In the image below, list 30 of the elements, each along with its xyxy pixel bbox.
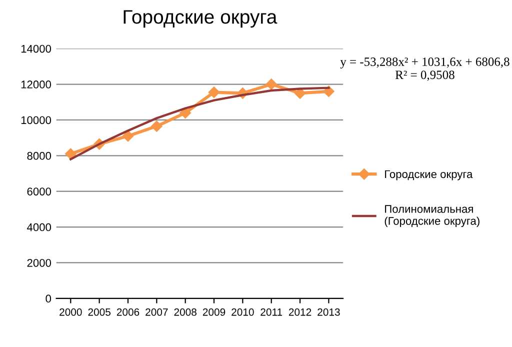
annotation: y = -53,288x² + 1031,6x + 6806,8 — [340, 58, 510, 69]
x-tick-label: 2006 — [116, 308, 140, 316]
x-tick-label: 2012 — [288, 308, 312, 316]
y-tick-label: 4000 — [27, 223, 52, 232]
point — [266, 78, 277, 90]
x-tick-label: 2010 — [232, 308, 254, 316]
x-tick-label: 2009 — [202, 308, 226, 316]
y-tick-label: 0 — [46, 294, 52, 303]
x-tick-label: 2005 — [88, 308, 110, 316]
legend-label: Полиномиальная (Городские округа) — [384, 205, 480, 228]
x-tick-label: 2007 — [146, 308, 168, 316]
legend-label: Городские округа — [385, 170, 473, 180]
point — [294, 88, 306, 99]
point — [151, 120, 162, 132]
x-tick-label: 2000 — [60, 308, 82, 316]
text: R² = 0,9508 — [395, 70, 454, 81]
point — [208, 86, 220, 98]
y-tick-label: 8000 — [27, 152, 52, 160]
y-tick-label: 12000 — [21, 80, 52, 88]
x-tick-label: 2013 — [318, 308, 340, 316]
chart-title: Городские округа — [124, 10, 278, 28]
y-tick-label: 2000 — [27, 258, 52, 267]
point — [65, 148, 76, 160]
point — [122, 130, 134, 142]
x-tick-label: 2011 — [260, 308, 282, 316]
y-tick-label: 6000 — [27, 188, 52, 196]
point — [180, 107, 191, 118]
x-tick-label: 2008 — [174, 308, 196, 316]
y-tick-label: 10000 — [21, 116, 52, 124]
y-tick-label: 14000 — [21, 44, 52, 53]
